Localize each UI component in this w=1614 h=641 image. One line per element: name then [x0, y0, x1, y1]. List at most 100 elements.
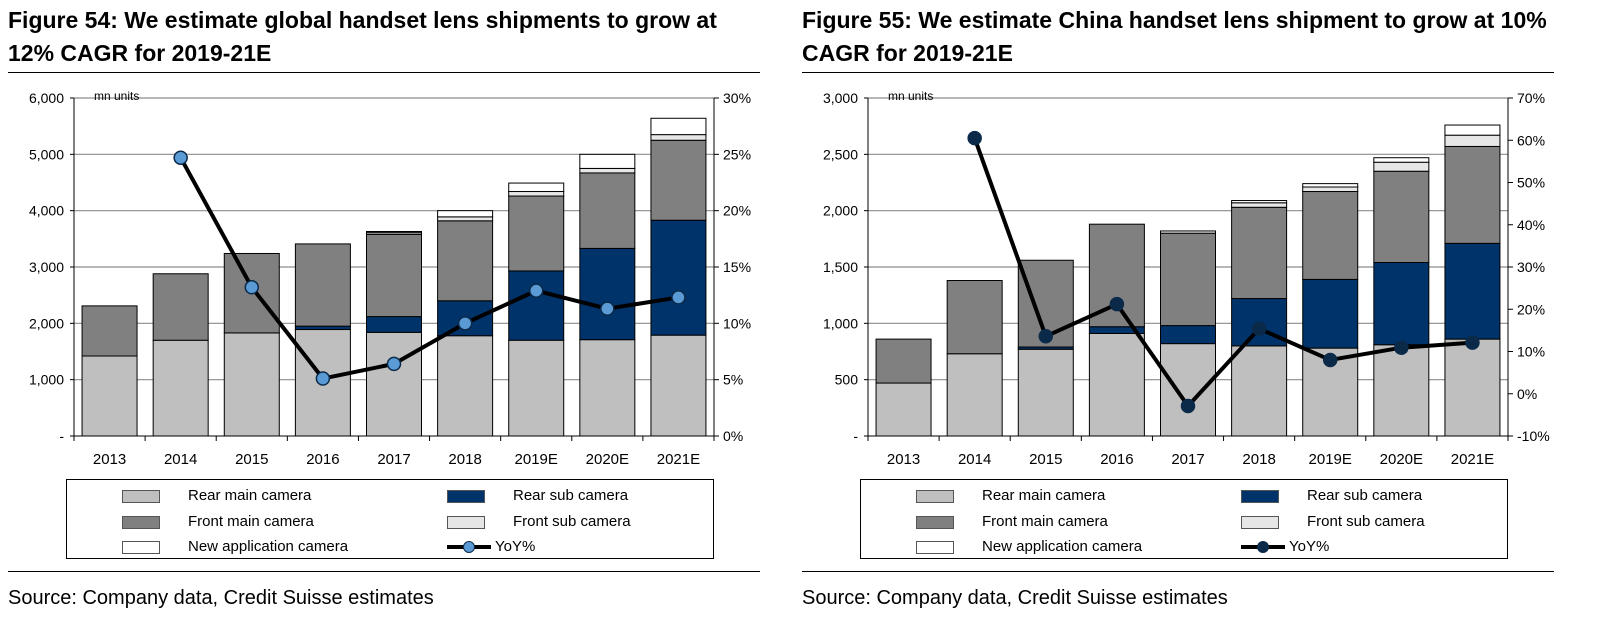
y2-tick-label: -10%	[1517, 428, 1550, 444]
yoy-marker-swatch	[1257, 541, 1269, 553]
rear-sub-swatch	[447, 490, 485, 503]
rear-sub-bar	[366, 316, 422, 333]
x-tick-label: 2015	[235, 451, 268, 468]
x-tick-label: 2021E	[657, 451, 700, 468]
figure-55-panel: Figure 55: We estimate China handset len…	[802, 0, 1562, 641]
new-app-bar	[650, 117, 707, 136]
new-app-bar	[1231, 200, 1288, 204]
front-main-swatch	[916, 516, 954, 529]
new-app-bar	[1373, 157, 1430, 163]
front-main-bar	[437, 220, 494, 302]
y2-tick-label: 60%	[1517, 132, 1545, 148]
x-tick-label: 2017	[377, 451, 410, 468]
x-tick-label: 2020E	[1380, 451, 1423, 468]
front-main-bar	[1373, 170, 1430, 263]
y-tick-label: -	[853, 428, 858, 444]
y-tick-label: 5,000	[29, 146, 64, 162]
yoy-point	[671, 290, 686, 305]
rear-sub-bar	[508, 270, 565, 341]
legend-label: Rear sub camera	[1307, 487, 1423, 504]
y-tick-label: 1,500	[823, 259, 858, 275]
yoy-point	[967, 130, 982, 146]
y2-tick-label: 0%	[1517, 386, 1537, 402]
x-tick-label: 2015	[1029, 451, 1062, 468]
x-tick-label: 2018	[1242, 451, 1275, 468]
rear-main-bar	[366, 331, 422, 437]
rear-main-bar	[650, 334, 707, 437]
rear-sub-bar	[579, 247, 636, 341]
legend-label: New application camera	[188, 538, 349, 555]
y-tick-label: 3,000	[823, 90, 858, 106]
x-tick-label: 2014	[958, 451, 991, 468]
x-tick-label: 2020E	[586, 451, 629, 468]
new-app-bar	[366, 231, 422, 234]
front-main-bar	[366, 233, 422, 318]
rear-main-bar	[1160, 343, 1216, 437]
y-tick-label: 2,000	[823, 203, 858, 219]
front-main-bar	[81, 305, 138, 357]
y-tick-label: 2,500	[823, 146, 858, 162]
front-main-bar	[1444, 145, 1501, 244]
rear-sub-bar	[294, 325, 351, 331]
y-tick-label: 1,000	[823, 315, 858, 331]
y-tick-label: 2,000	[29, 315, 64, 331]
front-sub-bar	[1373, 161, 1430, 172]
yoy-point	[244, 280, 260, 295]
y-tick-label: 3,000	[29, 259, 64, 275]
front-sub-bar	[508, 191, 565, 197]
figure-55-legend: Rear main camera Rear sub camera Front m…	[860, 479, 1508, 559]
x-tick-label: 2017	[1171, 451, 1204, 468]
rear-main-bar	[508, 339, 565, 437]
y2-tick-label: 25%	[723, 146, 751, 162]
legend-label: Rear main camera	[982, 487, 1106, 504]
x-tick-label: 2019E	[515, 451, 558, 468]
yoy-point	[1394, 340, 1409, 355]
legend-label: YoY%	[495, 538, 536, 555]
new-app-swatch	[916, 541, 954, 554]
front-sub-bar	[1302, 186, 1359, 193]
y2-tick-label: 0%	[723, 428, 743, 444]
front-main-bar	[294, 243, 351, 327]
y2-tick-label: 30%	[723, 90, 751, 106]
legend-label: Front sub camera	[513, 513, 631, 530]
rear-sub-bar	[1160, 325, 1216, 345]
figure-54-chart: - 1,000 2,000 3,000 4,000 5,000 6,000 0% 5% 10% 15…	[29, 89, 751, 468]
figure-54-legend: Rear main camera Rear sub camera Front m…	[66, 479, 714, 559]
new-app-bar	[1444, 124, 1501, 136]
yoy-point	[315, 371, 331, 386]
yoy-point	[600, 301, 615, 316]
figure-54-title: Figure 54: We estimate global handset le…	[8, 7, 717, 66]
y-tick-label: -	[59, 428, 64, 444]
bottom-rule	[802, 571, 1554, 572]
x-tick-label: 2019E	[1309, 451, 1352, 468]
rear-main-bar	[152, 339, 209, 437]
figure-54-panel: Figure 54: We estimate global handset le…	[8, 0, 768, 641]
rear-sub-bar	[1302, 278, 1359, 349]
figure-55-chart: - 500 1,000 1,500 2,000 2,500 3,000 -10% 0% 10% 20…	[823, 89, 1550, 468]
front-sub-bar	[1160, 230, 1216, 234]
yoy-point	[1180, 398, 1196, 414]
title-rule	[8, 72, 760, 73]
rear-main-bar	[1017, 348, 1074, 437]
unit-label: mn units	[94, 89, 139, 103]
yoy-point	[457, 316, 473, 331]
y-tick-label: 1,000	[29, 372, 64, 388]
yoy-line	[972, 137, 1473, 409]
rear-main-bar	[1231, 345, 1288, 437]
yoy-point	[1251, 321, 1267, 336]
yoy-point	[1322, 352, 1338, 368]
front-main-bar	[875, 338, 932, 384]
y2-tick-label: 70%	[1517, 90, 1545, 106]
front-sub-bar	[579, 167, 636, 174]
x-tick-label: 2016	[306, 451, 339, 468]
new-app-bar	[579, 153, 636, 169]
yoy-point	[1038, 329, 1054, 344]
rear-main-bar	[1088, 332, 1145, 437]
yoy-line	[178, 156, 679, 381]
yoy-point	[386, 356, 402, 372]
front-sub-bar	[437, 216, 494, 222]
front-sub-bar	[1444, 134, 1501, 147]
rear-main-bar	[1444, 338, 1501, 437]
front-main-bar	[508, 195, 565, 272]
front-sub-swatch	[447, 516, 485, 529]
